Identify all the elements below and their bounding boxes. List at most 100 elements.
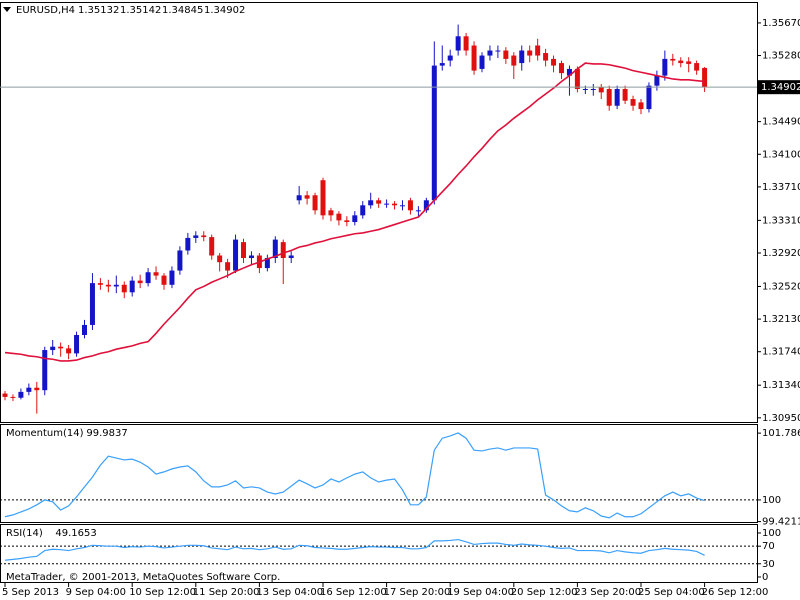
y-tick-label: 1.32920 <box>762 248 800 259</box>
candle-body <box>344 220 350 223</box>
candle-body <box>392 203 398 206</box>
candle-body <box>519 50 525 64</box>
candle-body <box>185 237 191 251</box>
candle-body <box>487 50 493 56</box>
panel-frame <box>0 424 758 523</box>
candle-body <box>241 242 246 259</box>
y-tick-label: 1.32130 <box>762 314 800 325</box>
candle-body <box>535 45 541 56</box>
candle-body <box>18 391 24 398</box>
candle-body <box>423 200 429 211</box>
y-tick-label: 100 <box>762 528 781 539</box>
y-tick-label: 1.33710 <box>762 182 800 193</box>
x-tick-label: 11 Sep 20:00 <box>193 587 260 598</box>
indicator-title: Momentum(14) <box>6 428 84 439</box>
panel-frame <box>0 524 758 583</box>
candle-body <box>217 255 223 263</box>
y-tick-label: 1.33310 <box>762 215 800 226</box>
y-tick-label: 0 <box>762 572 768 583</box>
candle-body <box>169 270 175 285</box>
footer: MetaTrader, © 2001-2013, MetaQuotes Soft… <box>6 572 280 583</box>
y-tick-label: 1.35280 <box>762 51 800 62</box>
candle-body <box>248 255 254 259</box>
candle-body <box>129 280 135 293</box>
candle-body <box>463 36 469 51</box>
candle-body <box>471 45 477 71</box>
panel-frame <box>0 2 758 423</box>
candle-body <box>686 61 692 64</box>
candle-body <box>479 55 485 69</box>
candle-body <box>336 213 342 221</box>
candle-body <box>10 396 16 398</box>
candle-body <box>74 334 80 354</box>
y-tick-label: 101.7863 <box>762 428 800 439</box>
x-tick-label: 25 Sep 04:00 <box>638 587 705 598</box>
candle-body <box>614 89 620 106</box>
candle-body <box>670 58 676 61</box>
indicator-line <box>4 538 705 561</box>
current-price-box <box>758 80 800 95</box>
y-tick-label: 99.4211 <box>762 517 800 528</box>
candle-body <box>89 283 95 325</box>
candle-body <box>82 324 87 335</box>
candle-body <box>598 87 604 93</box>
candle-body <box>694 63 700 71</box>
candle-body <box>622 89 628 101</box>
candle-body <box>137 280 143 284</box>
candle-body <box>145 272 151 284</box>
menu-arrow <box>3 7 11 12</box>
candle-body <box>225 262 231 271</box>
x-tick-label: 19 Sep 04:00 <box>447 587 514 598</box>
y-tick-label: 1.32520 <box>762 281 800 292</box>
x-tick-label: 16 Sep 12:00 <box>320 587 387 598</box>
y-tick-label: 1.34490 <box>762 117 800 128</box>
candle-body <box>455 36 461 51</box>
x-tick-label: 20 Sep 12:00 <box>511 587 578 598</box>
header-open: 1.35132 <box>78 5 119 16</box>
indicator-title: RSI(14) <box>6 528 43 539</box>
y-tick-label: 1.35670 <box>762 18 800 29</box>
candle-body <box>400 205 405 207</box>
y-tick-label: 70 <box>762 541 775 552</box>
x-tick-label: 26 Sep 12:00 <box>702 587 769 598</box>
candle-body <box>606 89 612 106</box>
candle-body <box>280 242 286 259</box>
candle-body <box>638 102 644 110</box>
candle-body <box>439 63 445 66</box>
x-tick-label: 10 Sep 12:00 <box>129 587 196 598</box>
candle-body <box>495 50 501 52</box>
indicator-value: 49.1653 <box>55 528 96 539</box>
candle-body <box>360 205 366 216</box>
candle-body <box>566 68 572 76</box>
candle-body <box>527 50 533 56</box>
x-tick-label: 9 Sep 04:00 <box>66 587 126 598</box>
candle-body <box>113 284 119 287</box>
candle-body <box>376 200 382 204</box>
candle-body <box>177 250 183 271</box>
y-tick-label: 30 <box>762 559 775 570</box>
candle-body <box>161 275 167 285</box>
current-price-label: 1.34902 <box>761 82 800 93</box>
candle-body <box>58 346 64 349</box>
candle-body <box>153 272 159 276</box>
candle-body <box>2 393 8 397</box>
indicator-value: 99.9837 <box>86 428 127 439</box>
candle-body <box>415 210 421 212</box>
candle-body <box>105 284 111 287</box>
header-high: 1.35142 <box>120 5 161 16</box>
y-tick-label: 1.31740 <box>762 347 800 358</box>
candle-body <box>97 283 103 285</box>
candle-body <box>431 65 437 201</box>
candle-body <box>328 210 334 216</box>
x-tick-label: 17 Sep 20:00 <box>384 587 451 598</box>
candle-body <box>384 203 390 205</box>
x-tick-label: 23 Sep 20:00 <box>574 587 641 598</box>
candle-body <box>312 195 318 211</box>
candle-body <box>42 350 48 391</box>
x-tick-label: 5 Sep 2013 <box>2 587 59 598</box>
candle-body <box>66 348 72 354</box>
header-low: 1.34845 <box>162 5 203 16</box>
indicator-line <box>4 432 705 519</box>
candle-body <box>630 99 636 106</box>
